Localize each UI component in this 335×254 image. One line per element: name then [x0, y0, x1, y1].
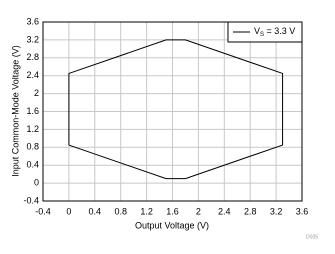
x-tick-label: 3.2: [270, 206, 283, 216]
plot-frame: [42, 21, 303, 202]
x-tick-label: -0.4: [35, 206, 51, 216]
y-tick-label: 3.2: [26, 34, 39, 44]
y-tick-label: -0.4: [23, 195, 39, 205]
y-tick-label: 0: [34, 177, 39, 187]
y-tick-label: 1.2: [26, 124, 39, 134]
x-tick-label: 3.6: [296, 206, 309, 216]
x-tick-label: 1.6: [166, 206, 179, 216]
y-tick-label: 2.8: [26, 52, 39, 62]
x-tick-label: 2.8: [244, 206, 257, 216]
x-tick-label: 2.4: [218, 206, 231, 216]
y-tick-label: 0.4: [26, 160, 39, 170]
x-tick-label: 0.4: [89, 206, 102, 216]
figure-id: D005: [306, 234, 318, 240]
x-tick-label: 0.8: [114, 206, 127, 216]
x-axis-label: Output Voltage (V): [135, 220, 209, 230]
x-tick-label: 2: [196, 206, 201, 216]
x-tick-label: 1.2: [140, 206, 153, 216]
y-tick-label: 2.4: [26, 70, 39, 80]
y-axis-label: Input Common-Mode Voltage (V): [10, 45, 20, 177]
x-tick-label: 0: [66, 206, 71, 216]
y-tick-label: 2: [34, 88, 39, 98]
legend-label: VS = 3.3 V: [254, 26, 295, 37]
y-tick-label: 3.6: [26, 16, 39, 26]
y-tick-label: 0.8: [26, 142, 39, 152]
legend-box: [227, 21, 303, 43]
series-line: [68, 39, 284, 180]
y-tick-label: 1.6: [26, 106, 39, 116]
